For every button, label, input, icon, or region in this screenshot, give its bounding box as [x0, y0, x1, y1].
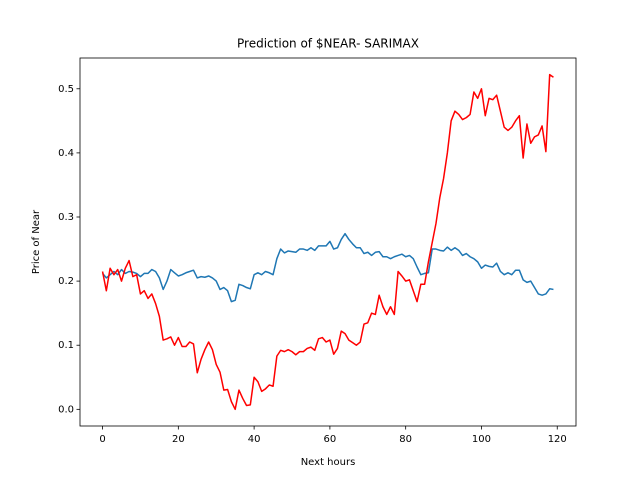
- x-tick-label: 60: [324, 434, 337, 445]
- y-tick-label: 0.3: [58, 212, 74, 223]
- x-tick-label: 120: [548, 434, 567, 445]
- x-axis-label: Next hours: [301, 457, 356, 468]
- x-tick-label: 40: [248, 434, 261, 445]
- series-line: [101, 73, 554, 411]
- x-tick-label: 100: [472, 434, 491, 445]
- plot-frame: [79, 57, 577, 427]
- x-tick-label: 80: [399, 434, 412, 445]
- x-tick-label: 0: [99, 434, 105, 445]
- y-tick-label: 0.1: [58, 340, 74, 351]
- y-axis-label: Price of Near: [31, 209, 42, 274]
- chart-title: Prediction of $NEAR- SARIMAX: [237, 37, 419, 51]
- y-tick-label: 0.4: [58, 148, 74, 159]
- y-tick-label: 0.5: [58, 84, 74, 95]
- x-tick-label: 20: [172, 434, 185, 445]
- series-line: [101, 232, 554, 303]
- y-tick-label: 0.2: [58, 276, 74, 287]
- y-tick-label: 0.0: [58, 404, 74, 415]
